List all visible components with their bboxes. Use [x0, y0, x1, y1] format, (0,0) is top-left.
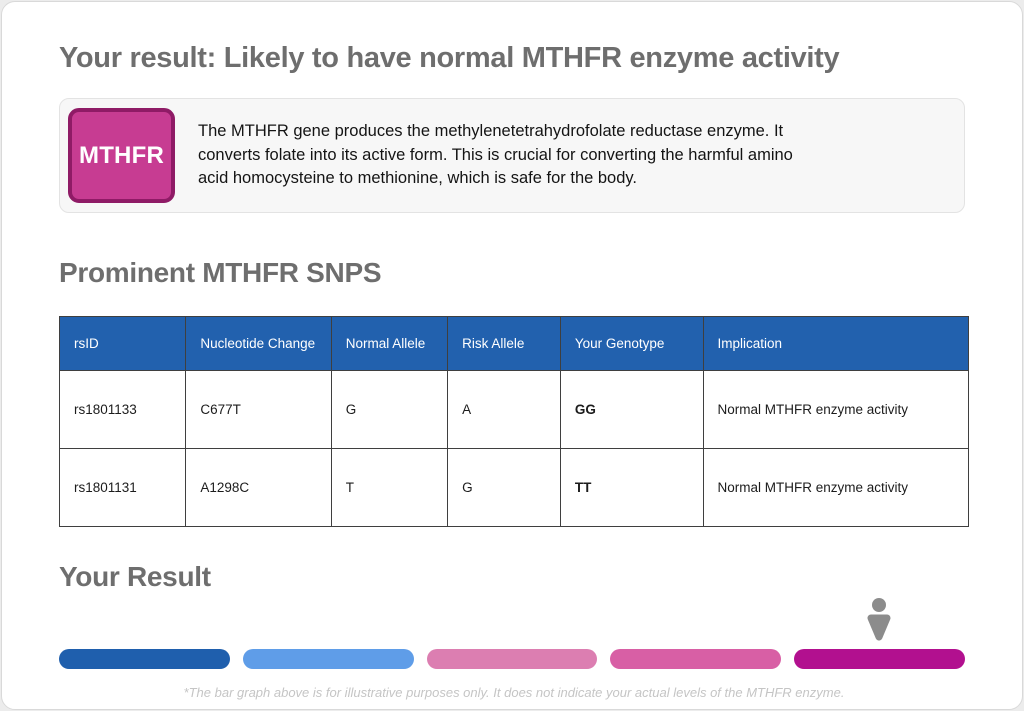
cell-risk-allele: G	[447, 448, 561, 527]
table-row: rs1801133 C677T G A GG Normal MTHFR enzy…	[58, 370, 970, 449]
scale-segment-3	[426, 649, 598, 669]
table-row: rs1801131 A1298C T G TT Normal MTHFR enz…	[58, 448, 970, 527]
table-header-row: rsID Nucleotide Change Normal Allele Ris…	[58, 316, 970, 371]
column-header-normal-allele: Normal Allele	[330, 316, 449, 371]
cell-implication: Normal MTHFR enzyme activity	[702, 448, 970, 527]
cell-nucleotide-change: A1298C	[185, 448, 332, 527]
scale-segment-5	[794, 649, 965, 669]
result-section-heading: Your Result	[59, 561, 211, 592]
snps-section-heading: Prominent MTHFR SNPS	[59, 257, 382, 288]
cell-normal-allele: T	[330, 448, 449, 527]
column-header-your-genotype: Your Genotype	[559, 316, 704, 371]
scale-bar-row	[59, 597, 965, 669]
column-header-nucleotide-change: Nucleotide Change	[185, 316, 332, 371]
person-marker-icon	[867, 598, 891, 641]
cell-implication: Normal MTHFR enzyme activity	[702, 370, 970, 449]
column-header-implication: Implication	[702, 316, 970, 371]
cell-nucleotide-change: C677T	[185, 370, 332, 449]
mthfr-gene-badge: MTHFR	[68, 108, 175, 203]
scale-segment-1	[59, 649, 230, 669]
gene-info-box: MTHFR The MTHFR gene produces the methyl…	[59, 98, 965, 213]
cell-your-genotype: TT	[559, 448, 704, 527]
scale-segment-4	[610, 649, 782, 669]
result-scale	[59, 597, 965, 669]
snps-table: rsID Nucleotide Change Normal Allele Ris…	[58, 316, 970, 527]
cell-risk-allele: A	[447, 370, 561, 449]
page-title: Your result: Likely to have normal MTHFR…	[59, 42, 840, 74]
cell-rsid: rs1801133	[58, 370, 187, 449]
gene-description: The MTHFR gene produces the methylenetet…	[198, 121, 793, 188]
cell-rsid: rs1801131	[58, 448, 187, 527]
column-header-risk-allele: Risk Allele	[447, 316, 561, 371]
column-header-rsid: rsID	[58, 316, 187, 371]
cell-normal-allele: G	[330, 370, 449, 449]
disclaimer-note: *The bar graph above is for illustrative…	[183, 685, 845, 700]
cell-your-genotype: GG	[559, 370, 704, 449]
scale-segment-2	[242, 649, 414, 669]
